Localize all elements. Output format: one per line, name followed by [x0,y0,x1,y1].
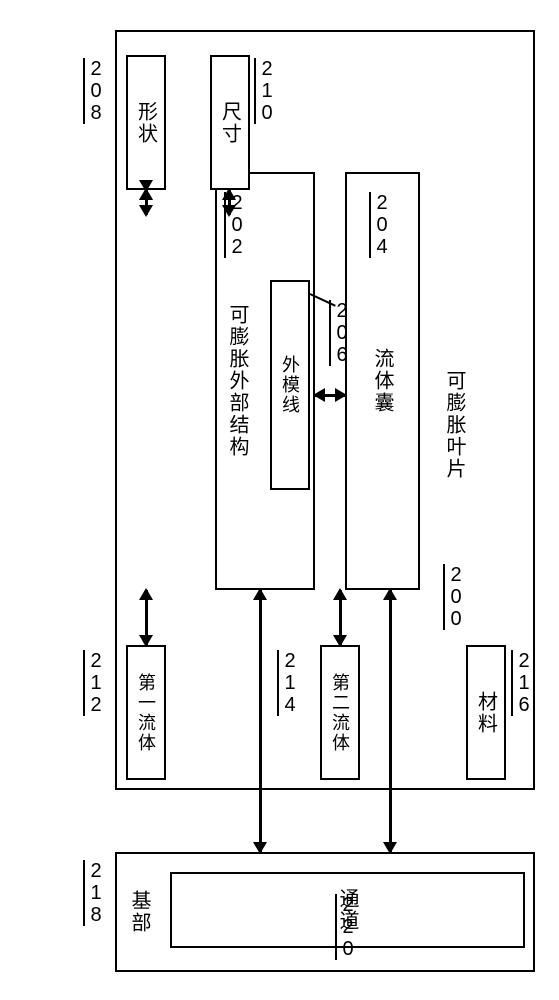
channel-box: 通道 220 [170,872,525,948]
blade-title-group: 可膨胀叶片 [440,370,469,480]
shape-ref: 208 [84,58,107,124]
material-label: 材料 [472,691,501,735]
material-ref: 216 [512,650,535,716]
material-box: 材料 [466,645,506,780]
channel-ref: 220 [336,894,359,960]
mold-label: 外模线 [277,355,303,415]
fluid2-ref: 214 [278,650,301,716]
fluid2-label: 第二流体 [327,673,353,753]
capsule-label: 流体囊 [368,348,397,414]
size-ref: 210 [255,58,278,124]
base-ref: 218 [84,860,107,926]
connector-arrow [339,590,342,645]
connector-arrow [145,190,148,215]
shape-label: 形状 [132,101,161,145]
shape-box: 形状 [126,55,166,190]
size-label: 尺寸 [216,101,245,145]
mold-box: 外模线 [270,280,310,490]
connector-arrow [228,190,231,215]
fluid1-ref: 212 [84,650,107,716]
fluid1-label: 第一流体 [133,673,159,753]
connector-arrow [315,394,345,397]
connector-arrow [259,590,262,852]
size-box: 尺寸 [210,55,250,190]
fluid1-box: 第一流体 [126,645,166,780]
structure-label: 可膨胀外部结构 [223,304,252,458]
capsule-ref: 204 [370,192,393,258]
base-label: 基部 [125,890,154,934]
connector-arrow [389,590,392,852]
blade-label: 可膨胀叶片 [440,370,469,480]
fluid2-box: 第二流体 [320,645,360,780]
blade-ref: 200 [444,564,467,630]
diagram-canvas: 可膨胀叶片 200 基部 218 通道 220 可膨胀外部结构 202 外模线 … [0,0,559,1000]
connector-arrow [145,590,148,645]
